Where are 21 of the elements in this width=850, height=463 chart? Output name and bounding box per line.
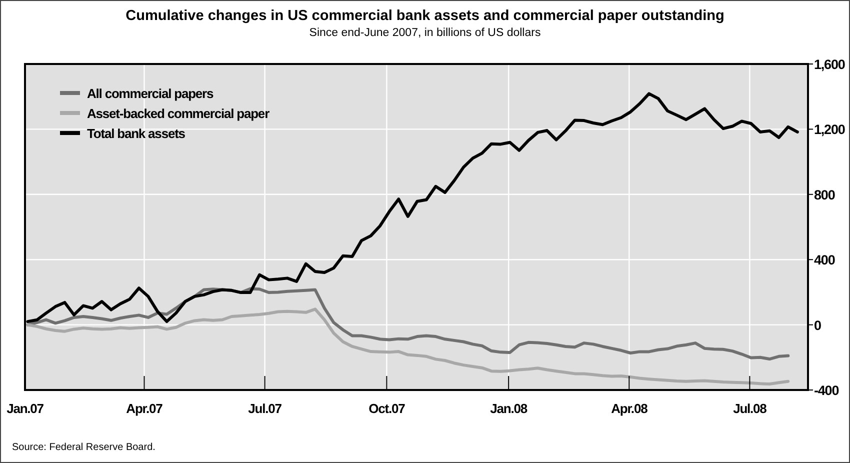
x-tick-label: Jul.07 — [248, 401, 282, 416]
legend-label: Total bank assets — [87, 126, 186, 141]
line-series — [26, 287, 790, 361]
legend-label: All commercial papers — [87, 86, 214, 101]
legend-label: Asset-backed commercial paper — [87, 106, 270, 121]
x-tick-label: Oct.07 — [368, 401, 406, 416]
source-note: Source: Federal Reserve Board. — [12, 442, 156, 453]
chart-title: Cumulative changes in US commercial bank assets and commercial paper outstanding — [126, 8, 724, 24]
y-tick-label: 1,200 — [814, 122, 845, 138]
x-tick-label: Jan.07 — [6, 401, 44, 416]
x-tick-label: Jan.08 — [490, 401, 528, 416]
y-tick-label: 0 — [814, 318, 821, 333]
y-tick-label: -400 — [814, 383, 839, 398]
x-tick-label: Apr.08 — [611, 401, 648, 416]
line-series — [26, 308, 790, 386]
y-tick-label: 800 — [814, 187, 835, 202]
x-tick-label: Apr.07 — [126, 401, 163, 416]
y-tick-label: 400 — [814, 252, 835, 268]
y-tick-label: 1,600 — [814, 57, 845, 72]
x-tick-label: Jul.08 — [733, 401, 767, 416]
chart-subtitle: Since end-June 2007, in billions of US dollars — [309, 27, 541, 39]
